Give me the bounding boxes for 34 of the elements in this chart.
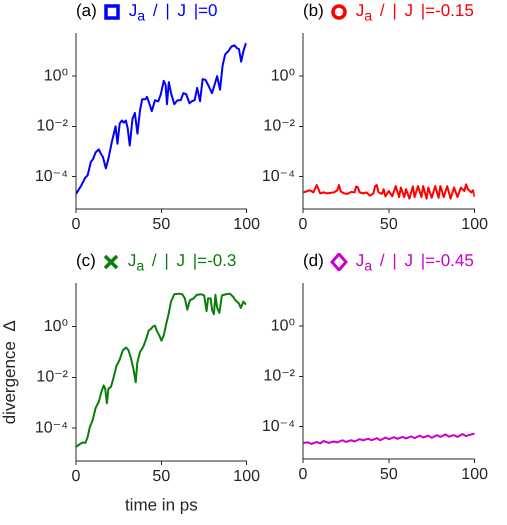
x-tick-label: 0 [298, 216, 308, 234]
y-tick-label: 10⁻² [36, 118, 69, 135]
y-tick-label: 10⁻⁴ [262, 168, 296, 185]
y-tick-label: 10⁻² [263, 118, 296, 135]
y-tick-label: 10⁰ [44, 68, 68, 85]
chart-title: (c) [76, 251, 96, 270]
y-tick-label: 10⁻⁴ [34, 168, 68, 185]
legend-label: J$_{a}$ / | J |=-0.3 [128, 251, 236, 274]
y-tick-label: 10⁰ [270, 68, 295, 85]
x-tick-label: 50 [152, 468, 170, 486]
y-tick-label: 10⁰ [270, 318, 295, 335]
chart-title: (b) [303, 1, 324, 20]
x-tick-label: 0 [298, 466, 308, 484]
y-tick-label: 10⁻⁴ [34, 419, 68, 436]
x-tick-label: 50 [380, 466, 398, 484]
legend-label: J$_{a}$ / | J |=0 [128, 1, 218, 24]
x-tick-label: 100 [461, 216, 488, 234]
x-tick-label: 100 [233, 468, 260, 486]
y-tick-label: 10⁰ [44, 318, 68, 336]
y-tick-label: 10⁻⁴ [262, 418, 296, 435]
y-tick-label: 10⁻² [36, 368, 69, 386]
x-tick-label: 0 [72, 216, 81, 234]
x-axis-title: time in ps [124, 495, 198, 514]
y-axis-title: divergence Δ [0, 320, 19, 424]
y-tick-label: 10⁻² [263, 368, 296, 385]
chart-title: (d) [303, 251, 324, 270]
x-tick-label: 100 [233, 216, 260, 234]
x-tick-label: 0 [72, 468, 81, 486]
legend-label: J$_{a}$ / | J |=-0.45 [356, 251, 474, 274]
chart-title: (a) [76, 1, 97, 20]
legend-label: J$_{a}$ / | J |=-0.15 [356, 1, 474, 24]
x-tick-label: 100 [461, 466, 488, 484]
x-tick-label: 50 [380, 216, 398, 234]
x-tick-label: 50 [152, 216, 170, 234]
